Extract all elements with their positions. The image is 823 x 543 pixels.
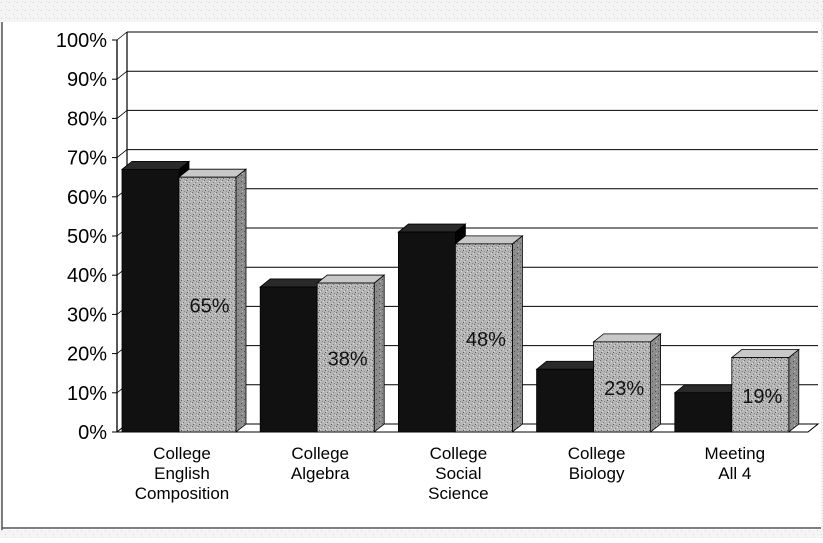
y-tick-label: 70% <box>67 148 107 170</box>
bar-side <box>235 168 247 433</box>
bar-top <box>454 235 524 245</box>
bar <box>454 243 513 433</box>
bar-top <box>120 160 191 170</box>
data-label: 38% <box>328 349 368 371</box>
y-tick-label: 50% <box>67 226 107 248</box>
bar-top <box>730 349 800 358</box>
bar-side <box>512 235 523 433</box>
bar-side <box>650 333 661 433</box>
y-tick-label: 30% <box>67 304 107 326</box>
y-tick-label: 100% <box>56 30 107 52</box>
bar <box>178 176 237 433</box>
y-tick-label: 80% <box>67 108 107 130</box>
bar-top <box>592 333 662 343</box>
y-tick-label: 90% <box>67 69 107 91</box>
bar-top <box>397 223 467 233</box>
data-label: 23% <box>604 378 644 400</box>
bar <box>674 392 733 433</box>
data-label: 48% <box>466 329 506 351</box>
y-tick-label: 10% <box>67 383 107 405</box>
data-label: 19% <box>742 386 782 408</box>
x-tick-label: College Biology <box>568 444 626 483</box>
bar <box>593 341 651 433</box>
bar-side <box>373 274 385 433</box>
gridline-side <box>116 31 128 41</box>
x-tick-label: College Social Science <box>428 444 488 503</box>
y-tick-label: 20% <box>67 344 107 366</box>
bar-top <box>316 274 386 284</box>
x-tick-label: College English Composition <box>135 444 230 503</box>
data-label: 65% <box>189 296 229 318</box>
bar-top <box>177 168 248 178</box>
bar <box>121 168 180 433</box>
bar-side <box>788 348 800 433</box>
bar <box>259 286 318 433</box>
bar <box>316 282 375 433</box>
x-tick-label: College Algebra <box>291 444 350 483</box>
y-tick-label: 60% <box>67 187 107 209</box>
x-tick-label: Meeting All 4 <box>705 444 765 483</box>
gridline-side <box>116 110 128 119</box>
bar <box>397 231 456 433</box>
y-tick-label: 40% <box>67 265 107 287</box>
bar <box>536 368 594 433</box>
gridline-side <box>116 70 128 80</box>
bar <box>731 357 790 433</box>
y-tick-label: 0% <box>78 422 107 444</box>
gridline-side <box>116 149 128 158</box>
